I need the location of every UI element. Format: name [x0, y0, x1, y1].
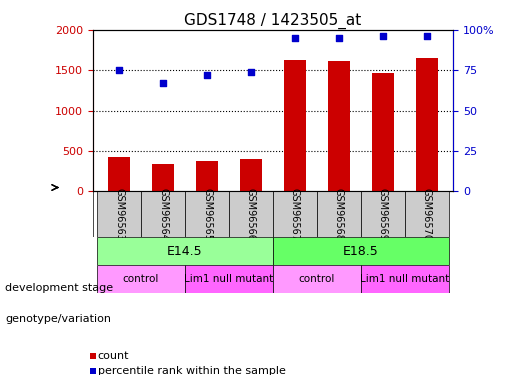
Point — [335, 35, 343, 41]
Text: count: count — [98, 351, 129, 361]
Text: genotype/variation: genotype/variation — [5, 314, 111, 324]
Bar — [284, 60, 306, 191]
Bar — [328, 62, 350, 191]
Text: GSM96570: GSM96570 — [422, 188, 432, 241]
FancyBboxPatch shape — [185, 265, 273, 292]
Title: GDS1748 / 1423505_at: GDS1748 / 1423505_at — [184, 12, 362, 28]
Text: Lim1 null mutant: Lim1 null mutant — [360, 274, 450, 284]
Point — [423, 33, 431, 39]
Text: GSM96567: GSM96567 — [290, 188, 300, 241]
Text: GSM96568: GSM96568 — [334, 188, 344, 241]
Text: percentile rank within the sample: percentile rank within the sample — [98, 366, 286, 375]
Text: Lim1 null mutant: Lim1 null mutant — [184, 274, 273, 284]
FancyBboxPatch shape — [273, 237, 449, 265]
Bar — [240, 159, 262, 191]
Point — [247, 69, 255, 75]
FancyBboxPatch shape — [273, 191, 317, 237]
FancyBboxPatch shape — [361, 265, 449, 292]
Text: E18.5: E18.5 — [343, 244, 379, 258]
Point — [159, 80, 167, 86]
Text: E14.5: E14.5 — [167, 244, 203, 258]
FancyBboxPatch shape — [317, 191, 361, 237]
Text: development stage: development stage — [5, 283, 113, 293]
Point — [115, 67, 123, 73]
FancyBboxPatch shape — [229, 191, 273, 237]
Bar — [416, 58, 438, 191]
Point — [291, 35, 299, 41]
Bar — [196, 161, 218, 191]
FancyBboxPatch shape — [141, 191, 185, 237]
FancyBboxPatch shape — [273, 265, 361, 292]
Text: GSM96563: GSM96563 — [114, 188, 124, 241]
FancyBboxPatch shape — [405, 191, 449, 237]
Bar — [152, 164, 174, 191]
Text: GSM96566: GSM96566 — [246, 188, 256, 241]
FancyBboxPatch shape — [97, 237, 273, 265]
Point — [203, 72, 211, 78]
Text: GSM96564: GSM96564 — [158, 188, 168, 241]
FancyBboxPatch shape — [97, 265, 185, 292]
Text: control: control — [123, 274, 159, 284]
FancyBboxPatch shape — [185, 191, 229, 237]
Text: control: control — [299, 274, 335, 284]
FancyBboxPatch shape — [97, 191, 141, 237]
Text: GSM96569: GSM96569 — [378, 188, 388, 241]
Bar — [108, 156, 130, 191]
Bar — [372, 73, 394, 191]
Point — [379, 33, 387, 39]
Text: GSM96565: GSM96565 — [202, 188, 212, 241]
FancyBboxPatch shape — [361, 191, 405, 237]
